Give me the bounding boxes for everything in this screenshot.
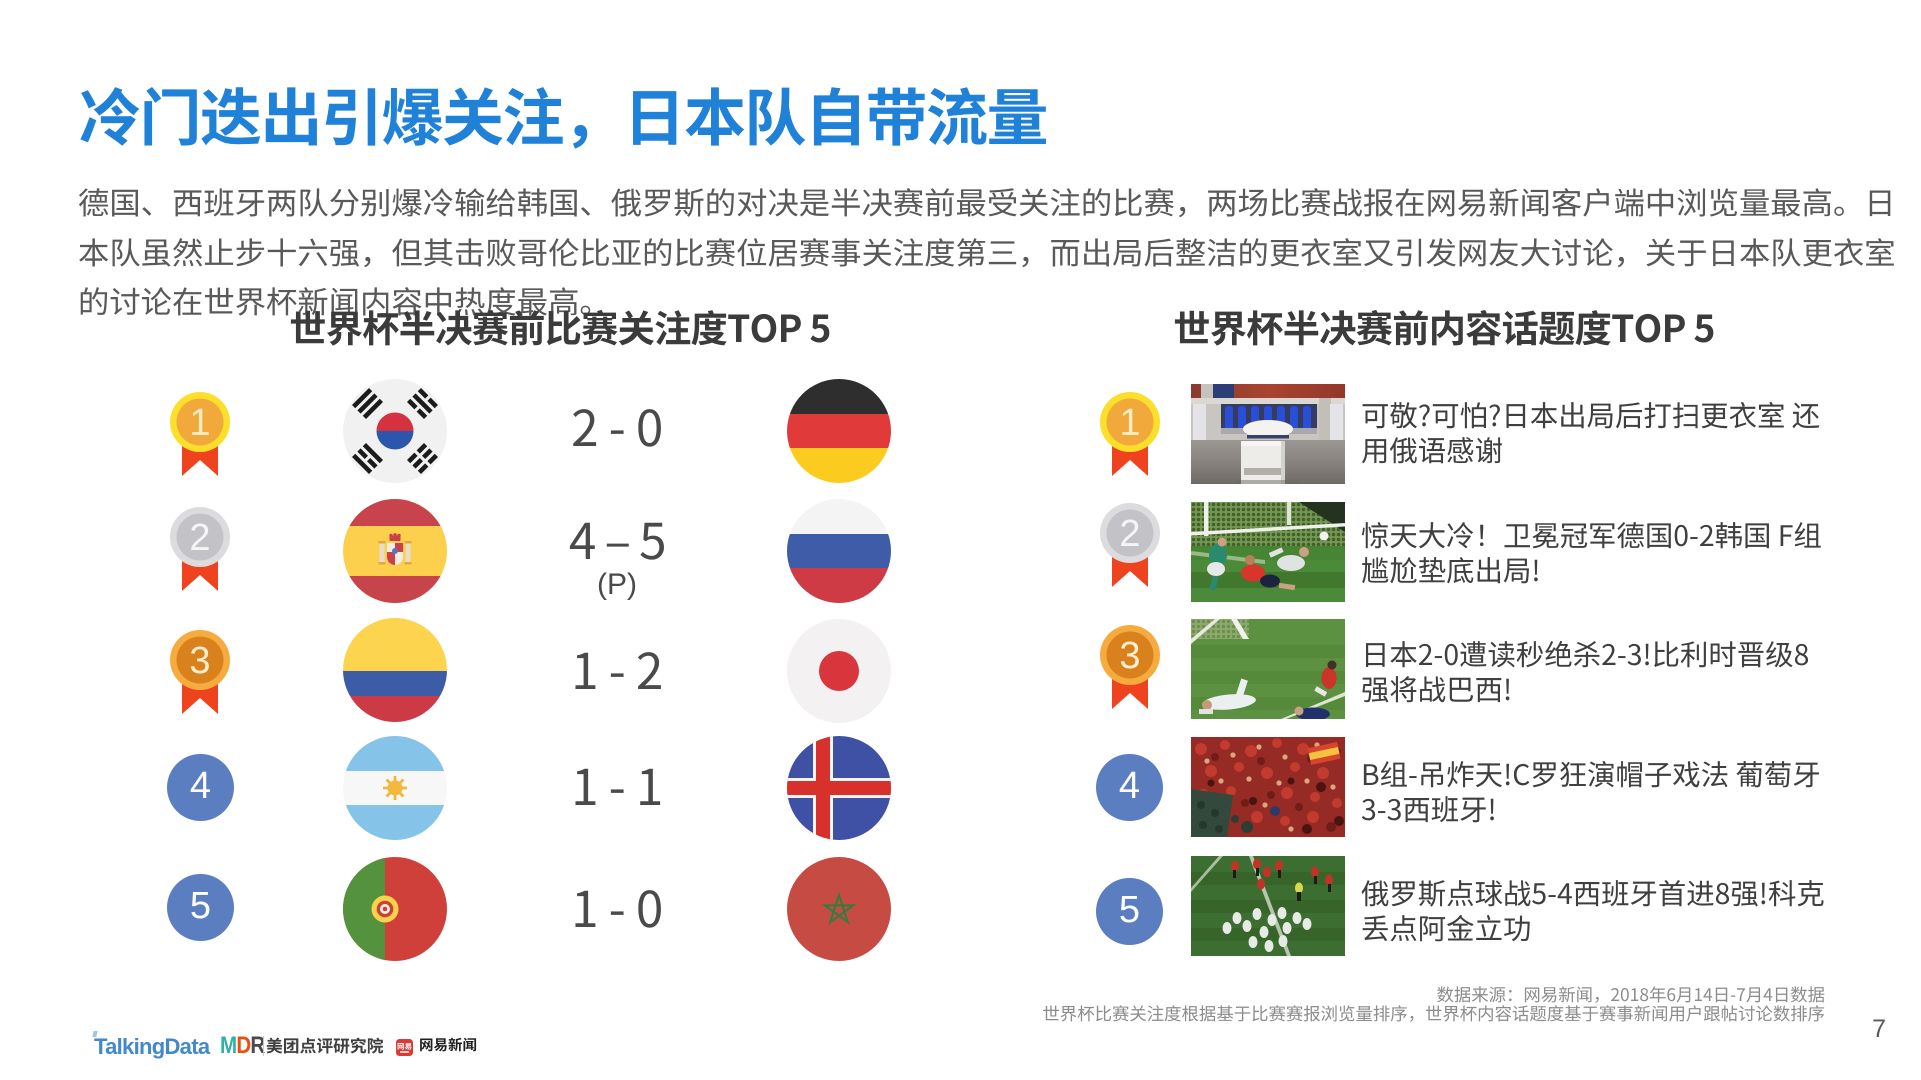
svg-text:3: 3	[189, 640, 210, 682]
svg-text:1: 1	[189, 402, 210, 444]
svg-text:3: 3	[1119, 635, 1140, 677]
svg-text:2: 2	[189, 517, 210, 559]
svg-text:1: 1	[1119, 402, 1140, 444]
svg-text:2: 2	[1119, 513, 1140, 555]
